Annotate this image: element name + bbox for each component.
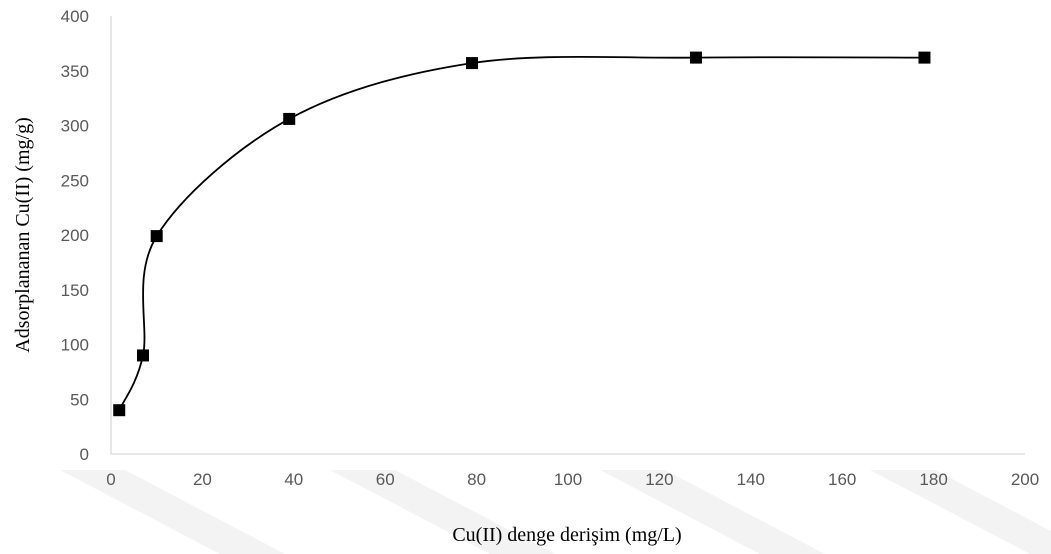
x-tick-label: 0 (106, 470, 115, 489)
x-tick-label: 120 (645, 470, 673, 489)
axes (110, 16, 1025, 455)
x-tick-label: 200 (1011, 470, 1039, 489)
data-point-marker (918, 51, 931, 64)
y-axis-title: Adsorplananan Cu(II) (mg/g) (12, 117, 34, 353)
x-tick-label: 80 (467, 470, 486, 489)
x-tick-label: 180 (919, 470, 947, 489)
x-tick-label: 160 (828, 470, 856, 489)
y-tick-label: 50 (70, 390, 89, 409)
x-tick-label: 40 (284, 470, 303, 489)
data-point-marker (150, 230, 163, 243)
watermark-stripes (60, 470, 1051, 554)
series-line (118, 55, 925, 411)
y-tick-label: 0 (80, 445, 89, 464)
y-tick-label: 100 (61, 336, 89, 355)
x-tick-labels: 0 20 40 60 80 100 120 140 160 180 200 (106, 470, 1039, 489)
y-tick-label: 150 (61, 281, 89, 300)
x-tick-label: 20 (193, 470, 212, 489)
x-tick-label: 60 (376, 470, 395, 489)
data-point-marker (466, 57, 479, 70)
y-tick-label: 300 (61, 117, 89, 136)
x-tick-label: 140 (737, 470, 765, 489)
data-point-marker (283, 112, 296, 125)
x-tick-label: 100 (554, 470, 582, 489)
x-axis-title: Cu(II) denge derişim (mg/L) (452, 524, 681, 546)
y-tick-label: 400 (61, 7, 89, 26)
data-point-marker (689, 51, 702, 64)
y-tick-label: 250 (61, 171, 89, 190)
data-markers (113, 51, 931, 417)
y-tick-label: 350 (61, 62, 89, 81)
data-point-marker (113, 404, 126, 417)
y-tick-label: 200 (61, 226, 89, 245)
data-point-marker (136, 349, 149, 362)
y-tick-labels: 0 50 100 150 200 250 300 350 400 (61, 7, 89, 464)
